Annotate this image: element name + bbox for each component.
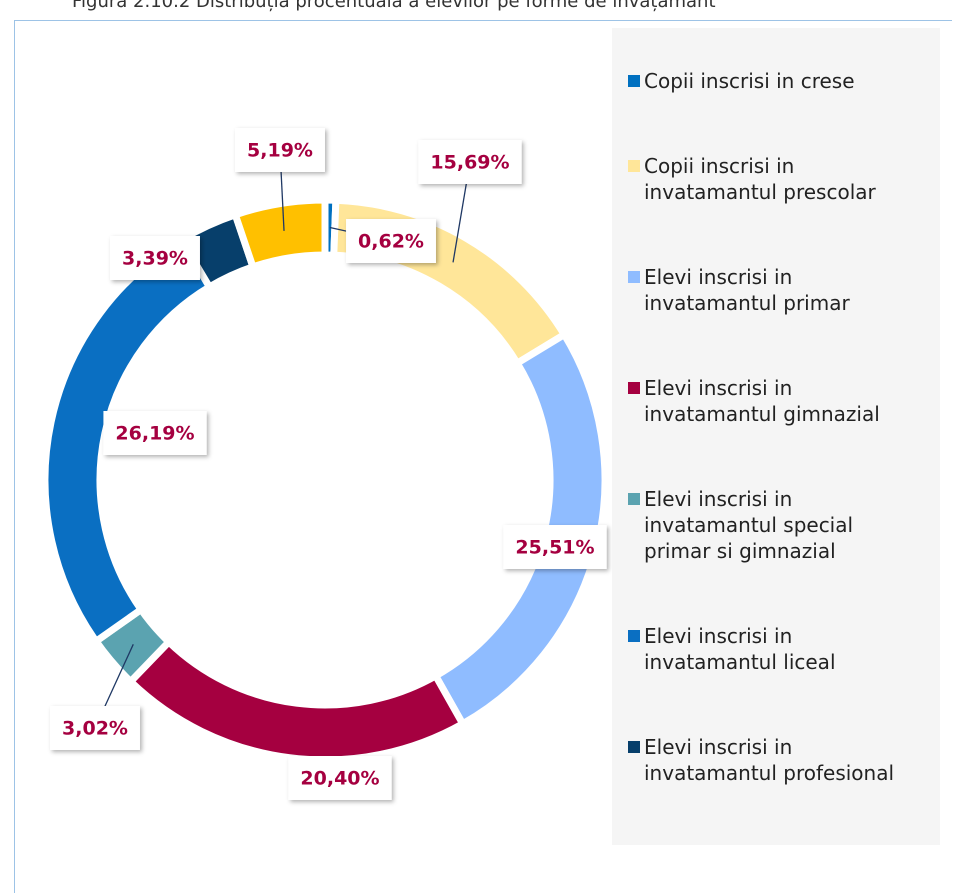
label-box — [288, 756, 392, 800]
value-label: 0,62% — [358, 231, 424, 253]
data-label: 20,40% — [288, 756, 392, 800]
value-label: 20,40% — [300, 768, 379, 790]
legend-swatch — [628, 629, 640, 642]
label-box — [346, 219, 436, 263]
data-label: 3,02% — [50, 706, 140, 750]
chart-frame — [14, 20, 952, 893]
legend-label: Elevi inscrisi in invatamantul primar — [644, 264, 850, 315]
value-label: 3,39% — [122, 248, 188, 270]
legend-item: Copii inscrisi in invatamantul prescolar — [612, 153, 940, 205]
value-label: 26,19% — [115, 423, 194, 445]
legend-label: Elevi inscrisi in invatamantul profesion… — [644, 734, 895, 785]
label-box — [418, 140, 522, 184]
legend-label: Elevi inscrisi in invatamantul liceal — [644, 623, 836, 674]
legend-swatch — [628, 74, 640, 87]
legend-swatch — [628, 159, 640, 172]
data-label: 26,19% — [103, 411, 207, 455]
legend-swatch — [628, 740, 640, 753]
donut-slice — [230, 196, 329, 272]
legend: Copii inscrisi in crese Copii inscrisi in… — [612, 28, 940, 845]
label-box — [50, 706, 140, 750]
label-box — [235, 128, 325, 172]
data-label: 5,19% — [235, 128, 325, 172]
legend-label: Copii inscrisi in crese — [644, 68, 855, 93]
value-label: 25,51% — [515, 537, 594, 559]
value-label: 3,02% — [62, 718, 128, 740]
label-box — [110, 236, 200, 280]
legend-item: Copii inscrisi in crese — [612, 68, 940, 94]
data-label: 3,39% — [110, 236, 200, 280]
value-label: 15,69% — [430, 152, 509, 174]
legend-swatch — [628, 270, 640, 283]
legend-item: Elevi inscrisi in invatamantul gimnazial — [612, 375, 940, 427]
legend-item: Elevi inscrisi in invatamantul primar — [612, 264, 940, 316]
legend-item: Elevi inscrisi in invatamantul profesion… — [612, 734, 940, 786]
legend-swatch — [628, 492, 640, 505]
data-label: 0,62% — [346, 219, 436, 263]
legend-label: Copii inscrisi in invatamantul prescolar — [644, 153, 876, 204]
donut-slice — [125, 636, 468, 764]
data-label: 25,51% — [503, 525, 607, 569]
legend-item: Elevi inscrisi in invatamantul liceal — [612, 623, 940, 675]
legend-swatch — [628, 381, 640, 394]
data-label: 15,69% — [418, 140, 522, 184]
legend-item: Elevi inscrisi in invatamantul special p… — [612, 486, 940, 564]
legend-label: Elevi inscrisi in invatamantul gimnazial — [644, 375, 880, 426]
label-box — [103, 411, 207, 455]
label-box — [503, 525, 607, 569]
chart-title: Figura 2.10.2 Distribuția procentuală a … — [72, 0, 716, 12]
legend-label: Elevi inscrisi in invatamantul special p… — [644, 486, 854, 563]
value-label: 5,19% — [247, 140, 313, 162]
